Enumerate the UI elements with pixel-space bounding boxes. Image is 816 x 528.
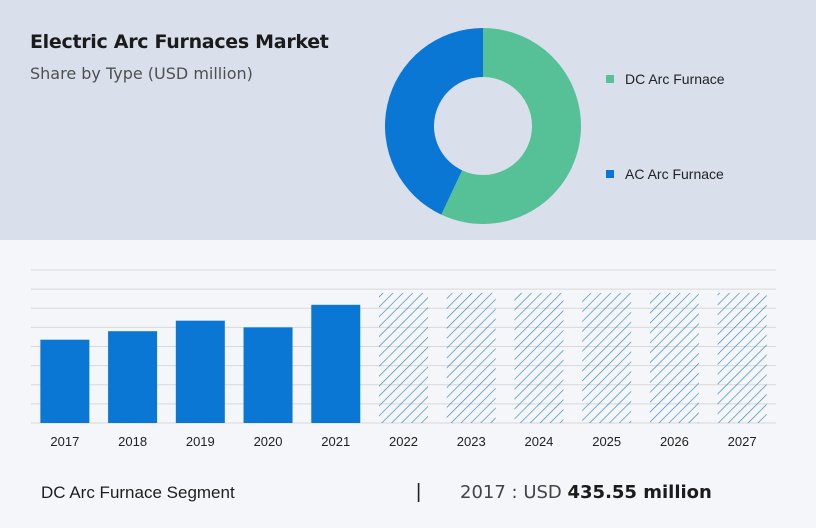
x-tick-label-2022: 2022 (389, 434, 418, 449)
x-tick-label-2026: 2026 (660, 434, 689, 449)
chart-subtitle: Share by Type (USD million) (30, 64, 253, 83)
x-tick-label-2023: 2023 (457, 434, 486, 449)
x-tick-label-2020: 2020 (254, 434, 283, 449)
donut-slice-ac (385, 28, 483, 215)
legend-item-ac: AC Arc Furnace (606, 166, 724, 182)
x-tick-label-2027: 2027 (728, 434, 757, 449)
donut-hole (434, 77, 532, 175)
segment-amount: 435.55 million (567, 482, 712, 503)
bar-2019 (175, 320, 225, 423)
bar-2020 (243, 327, 293, 423)
legend-swatch-ac (606, 170, 614, 178)
chart-title: Electric Arc Furnaces Market (30, 31, 329, 53)
forecast-bar-2025 (582, 292, 632, 423)
x-tick-label-2019: 2019 (186, 434, 215, 449)
legend-label-dc: DC Arc Furnace (625, 71, 725, 87)
segment-label: DC Arc Furnace Segment (41, 483, 235, 502)
legend-swatch-dc (606, 75, 614, 83)
segment-value: 2017 : USD 435.55 million (460, 482, 712, 503)
segment-year: 2017 : USD (460, 482, 568, 503)
forecast-bar-2027 (717, 292, 767, 423)
x-tick-label-2018: 2018 (118, 434, 147, 449)
legend-item-dc: DC Arc Furnace (606, 71, 725, 87)
donut-chart (385, 28, 581, 225)
forecast-bar-2023 (446, 292, 496, 423)
donut-slice-dc (441, 28, 581, 225)
bar-2017 (40, 339, 90, 423)
x-tick-label-2024: 2024 (524, 434, 553, 449)
footer-separator: | (416, 481, 422, 503)
bar-2018 (108, 331, 158, 423)
bar-chart: 2017 2018 2019 2020 2021 2022 2023 2024 2025 2026… (31, 269, 776, 449)
forecast-bar-2024 (514, 292, 564, 423)
bar-2021 (311, 304, 361, 423)
legend-label-ac: AC Arc Furnace (625, 166, 724, 182)
forecast-bar-2026 (649, 292, 699, 423)
x-tick-label-2021: 2021 (321, 434, 350, 449)
x-tick-label-2017: 2017 (50, 434, 79, 449)
x-tick-label-2025: 2025 (592, 434, 621, 449)
forecast-bar-2022 (379, 292, 428, 423)
